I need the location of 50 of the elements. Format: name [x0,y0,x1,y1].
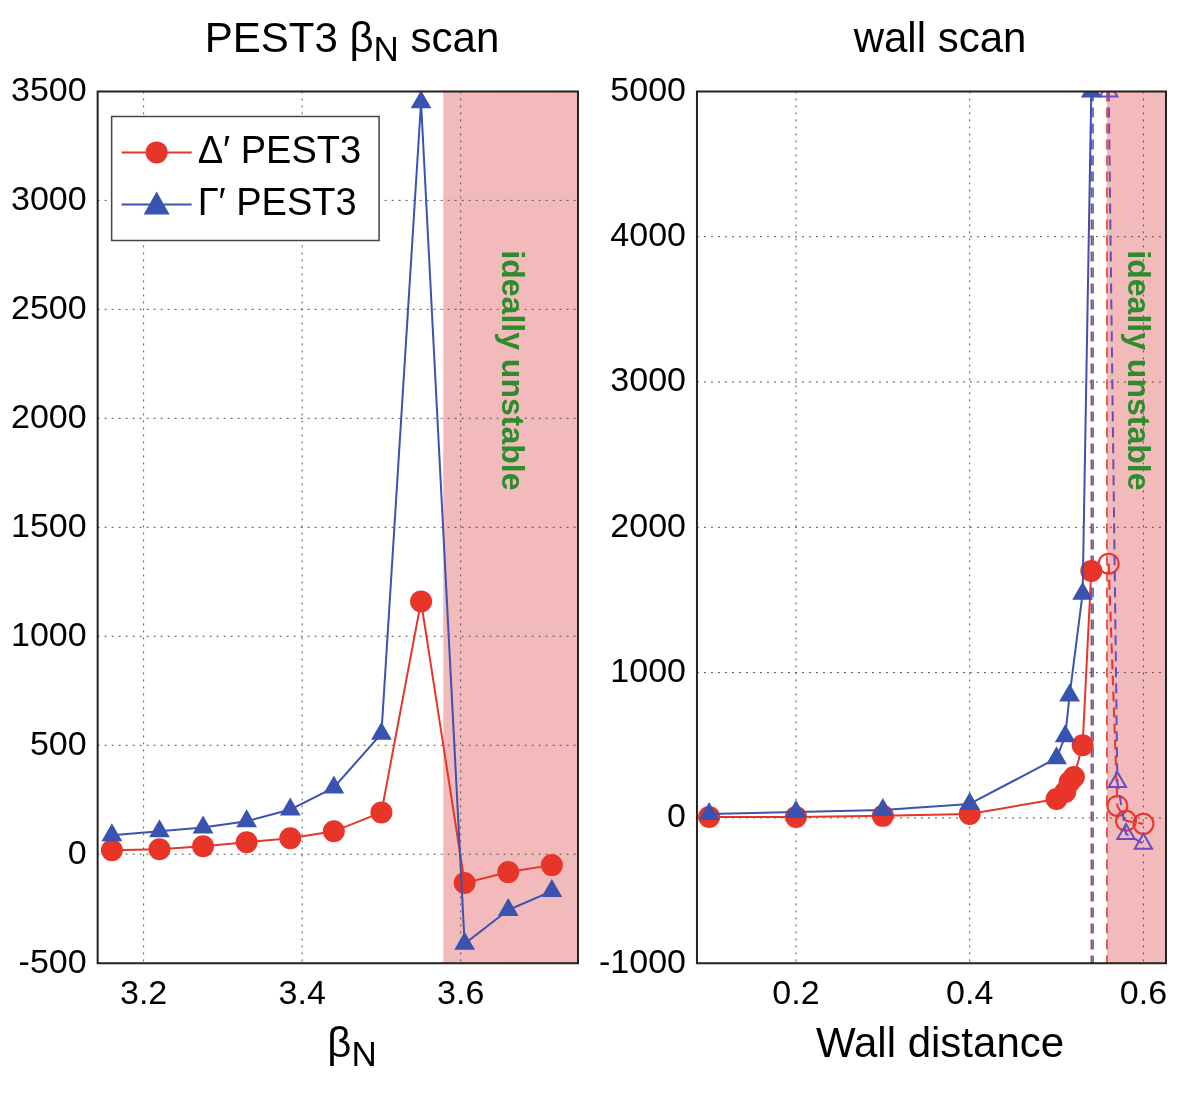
x-axis-title: β$_{N}$ [326,1018,377,1076]
point [235,831,258,854]
point [102,824,122,842]
point [149,820,170,838]
x-tick-label: 0.6 [1119,972,1168,1011]
y-tick-label: 3000 [610,360,686,399]
y-tick-label: 4000 [610,215,686,254]
point [370,801,393,824]
point [542,880,562,898]
point [100,839,123,862]
band-label: ideally unstable [494,250,531,491]
point [280,798,300,816]
x-axis-title: Wall distance [814,1018,1065,1068]
y-tick-label: 2000 [610,505,686,544]
point [371,722,392,740]
x-tick-label: 3.2 [119,972,168,1011]
point [498,899,518,917]
x-tick-label: 0.2 [772,972,820,1011]
point [410,590,433,613]
x-tick-label: 3.6 [437,972,485,1011]
point [322,820,345,843]
y-tick-label: 5000 [610,69,686,108]
y-tick-label: 2500 [11,287,87,326]
point [148,838,171,861]
legend-label: Γ′ PEST3 [197,180,357,223]
y-tick-label: 1000 [11,614,87,653]
y-tick-label: 1000 [610,650,686,689]
y-tick-label: 3500 [11,69,87,108]
y-tick-label: 0 [67,832,87,871]
point [237,810,257,828]
point [324,776,344,794]
point [279,827,302,850]
point [411,91,431,109]
chart-title: wall scan [852,13,1027,63]
y-tick-label: -1000 [598,941,686,980]
point [540,854,563,877]
y-tick-label: 1500 [11,505,87,544]
x-tick-label: 0.4 [946,972,994,1011]
point [192,835,215,858]
y-tick-label: 2000 [11,396,87,435]
legend-label: Δ′ PEST3 [197,128,362,171]
band-label: ideally unstable [1120,250,1157,491]
point [497,861,520,884]
y-tick-label: -500 [18,941,87,980]
y-tick-label: 3000 [11,178,87,217]
y-tick-label: 500 [29,723,87,762]
y-tick-label: 0 [667,796,686,835]
chart-title: PEST3 β$_{N}$ scan [203,13,500,69]
x-tick-label: 3.4 [278,972,326,1011]
point [193,816,213,834]
